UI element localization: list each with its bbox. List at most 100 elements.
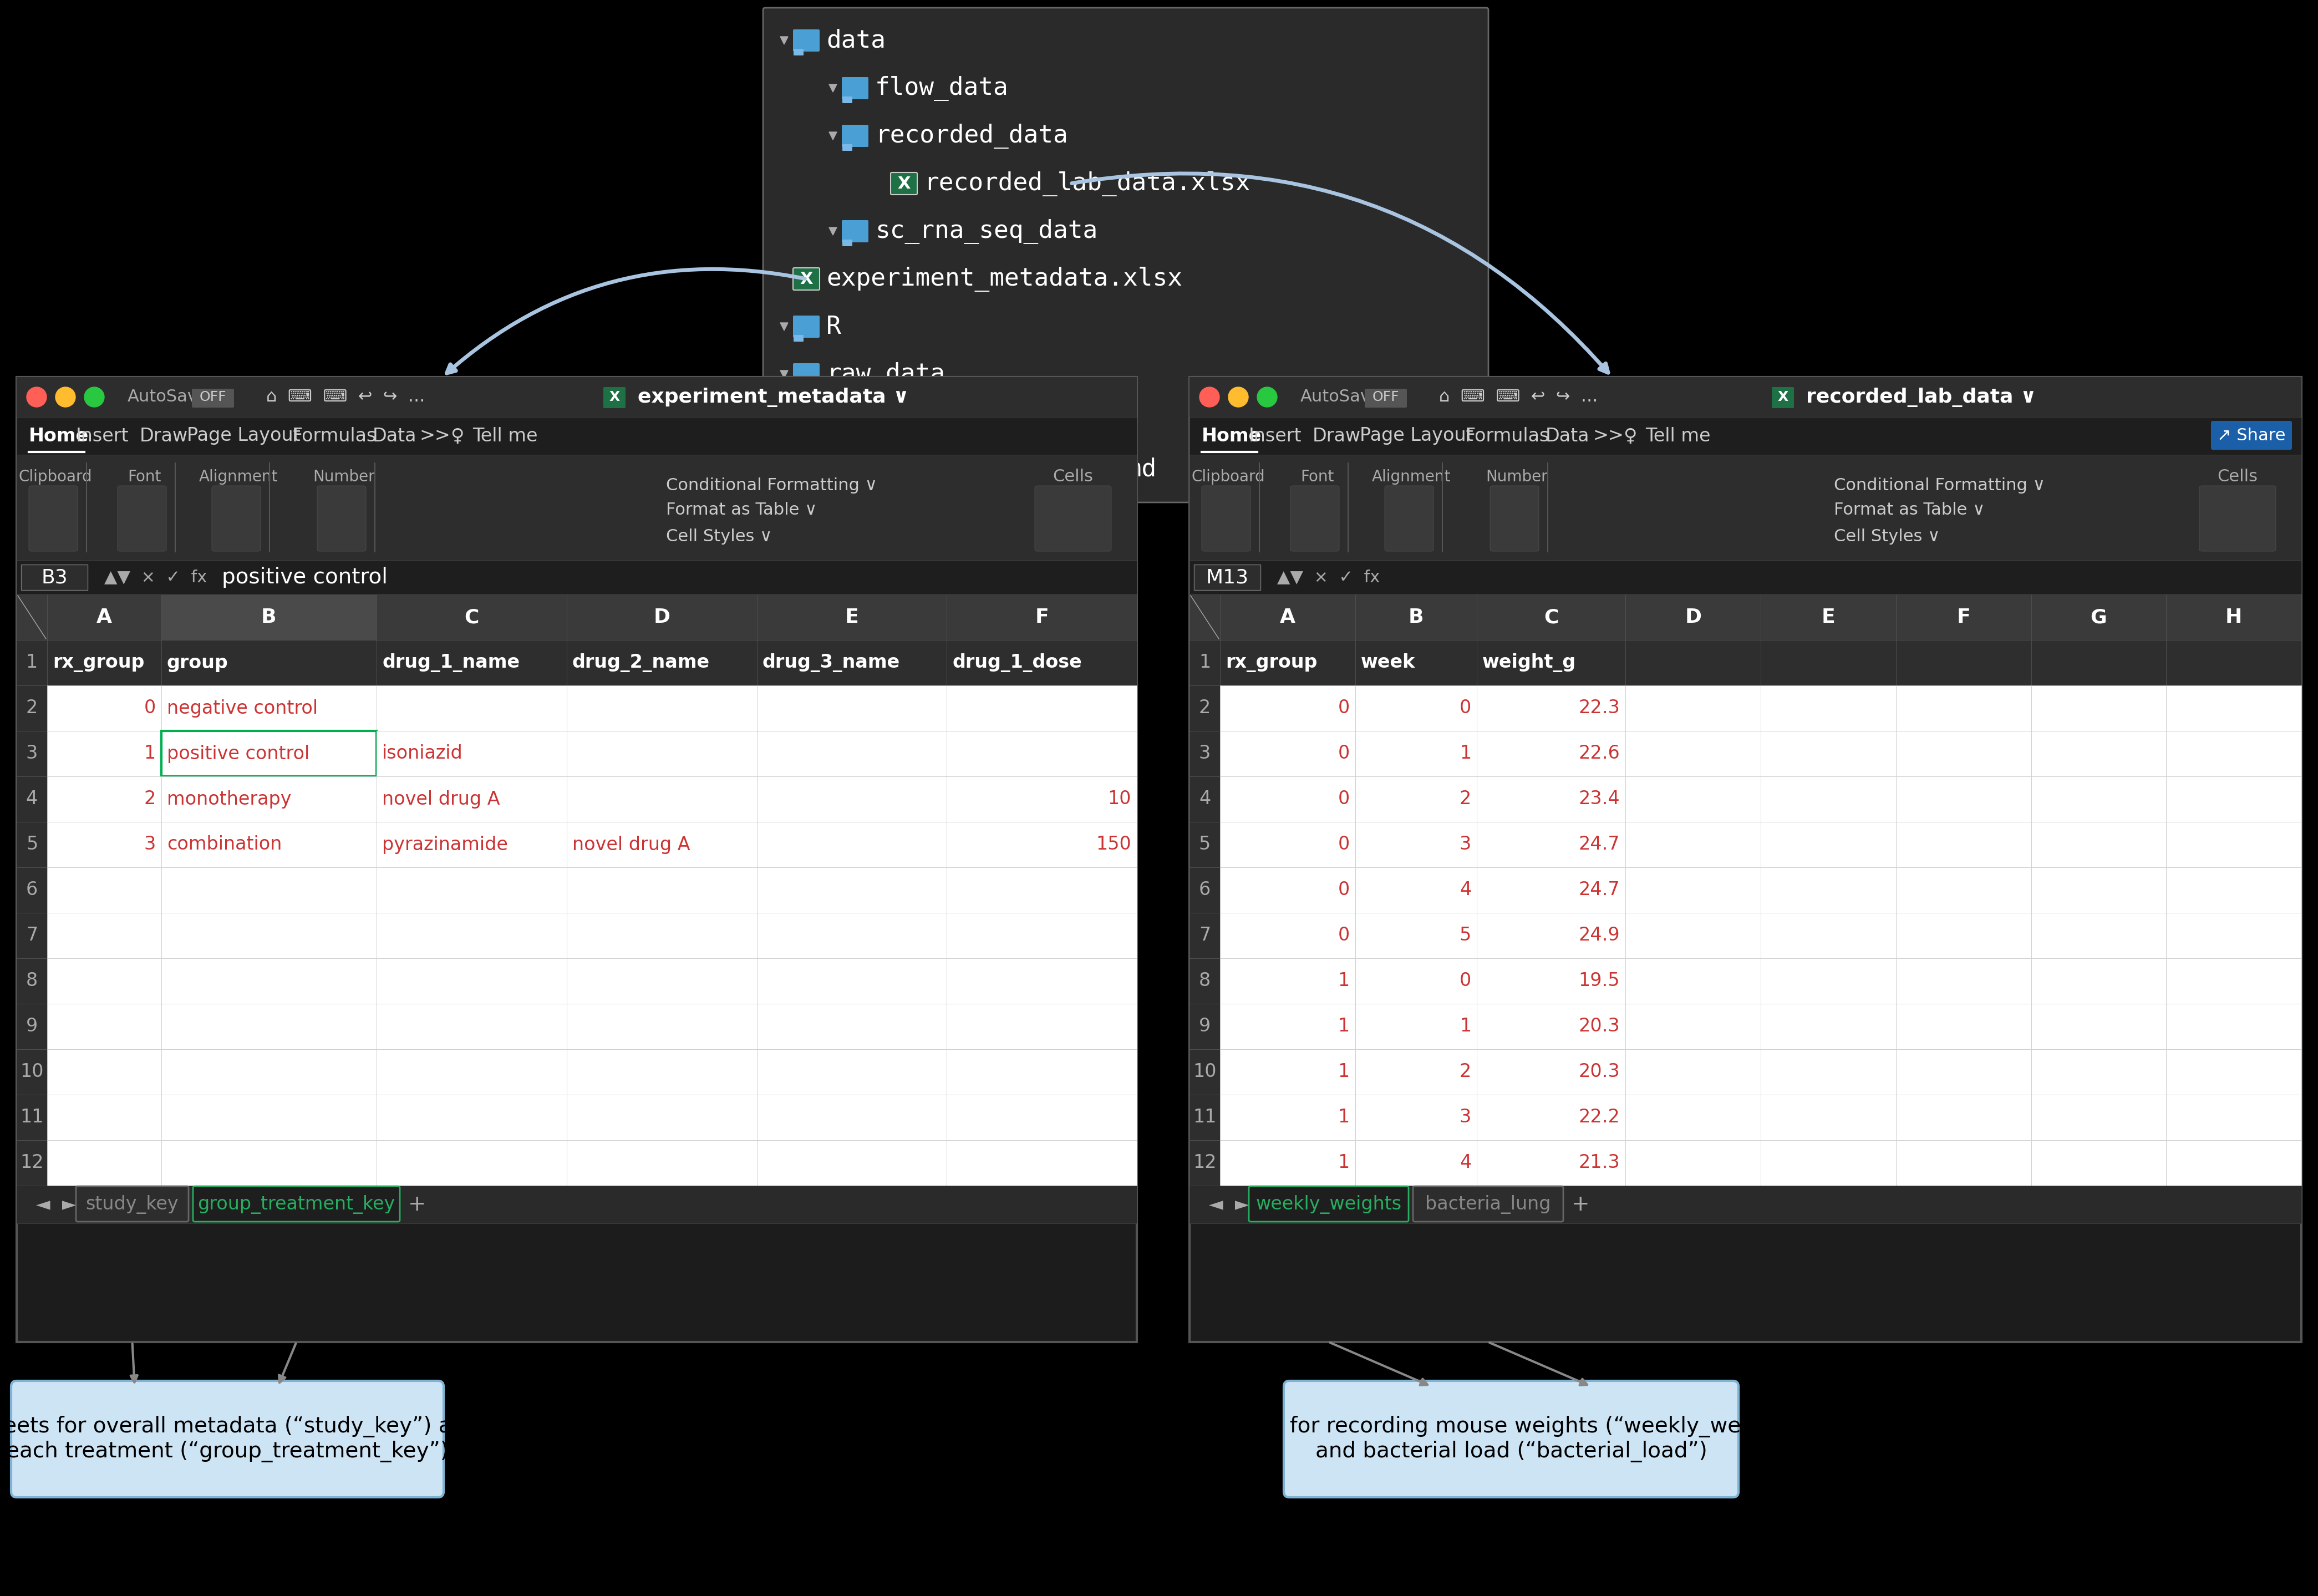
Text: ◄  ►: ◄ ►	[1210, 1195, 1249, 1213]
Text: 1: 1	[144, 744, 155, 763]
FancyBboxPatch shape	[2031, 1140, 2167, 1186]
FancyBboxPatch shape	[1194, 565, 1261, 591]
FancyBboxPatch shape	[16, 417, 1136, 455]
FancyBboxPatch shape	[376, 731, 566, 776]
FancyBboxPatch shape	[16, 685, 46, 731]
FancyBboxPatch shape	[1771, 388, 1794, 409]
FancyBboxPatch shape	[16, 731, 46, 776]
Text: combination: combination	[167, 835, 283, 854]
FancyBboxPatch shape	[1896, 867, 2031, 913]
FancyBboxPatch shape	[2031, 1095, 2167, 1140]
Text: recorded_data: recorded_data	[876, 123, 1069, 148]
Text: 6: 6	[1198, 881, 1210, 899]
FancyBboxPatch shape	[16, 958, 46, 1004]
FancyBboxPatch shape	[2211, 421, 2293, 450]
FancyBboxPatch shape	[1762, 1095, 1896, 1140]
Text: Format as Table ∨: Format as Table ∨	[1834, 503, 1984, 519]
FancyBboxPatch shape	[46, 1004, 162, 1049]
FancyBboxPatch shape	[2167, 1004, 2302, 1049]
Text: F: F	[1956, 608, 1970, 627]
Text: 1: 1	[1460, 1017, 1472, 1036]
FancyBboxPatch shape	[841, 239, 853, 246]
Text: Formulas: Formulas	[1465, 426, 1551, 445]
FancyBboxPatch shape	[162, 594, 376, 640]
FancyBboxPatch shape	[890, 172, 918, 195]
FancyBboxPatch shape	[376, 958, 566, 1004]
FancyBboxPatch shape	[376, 776, 566, 822]
FancyBboxPatch shape	[841, 77, 869, 99]
Text: weight_g: weight_g	[1484, 653, 1576, 672]
Polygon shape	[781, 37, 788, 45]
Text: 4: 4	[1460, 1154, 1472, 1171]
FancyBboxPatch shape	[1356, 1049, 1477, 1095]
FancyBboxPatch shape	[1219, 822, 1356, 867]
Text: Insert: Insert	[1249, 426, 1303, 445]
FancyBboxPatch shape	[2031, 731, 2167, 776]
FancyBboxPatch shape	[1896, 731, 2031, 776]
FancyBboxPatch shape	[16, 1095, 46, 1140]
Text: Font: Font	[1300, 469, 1333, 485]
FancyBboxPatch shape	[1189, 640, 1219, 685]
Text: G: G	[2091, 608, 2107, 627]
FancyBboxPatch shape	[1762, 731, 1896, 776]
Text: novel drug A: novel drug A	[573, 835, 691, 854]
FancyBboxPatch shape	[76, 1186, 188, 1221]
Text: 10: 10	[1194, 1063, 1217, 1080]
Text: 10: 10	[21, 1063, 44, 1080]
Text: >>: >>	[420, 426, 450, 445]
FancyBboxPatch shape	[16, 867, 46, 913]
Text: 10: 10	[1108, 790, 1131, 808]
FancyBboxPatch shape	[162, 1004, 376, 1049]
FancyBboxPatch shape	[1896, 776, 2031, 822]
FancyBboxPatch shape	[1477, 594, 1625, 640]
Text: A: A	[97, 608, 111, 627]
FancyBboxPatch shape	[1896, 913, 2031, 958]
FancyBboxPatch shape	[16, 1186, 1136, 1224]
FancyBboxPatch shape	[211, 485, 260, 551]
FancyBboxPatch shape	[1896, 822, 2031, 867]
Text: 0: 0	[1337, 790, 1349, 808]
Text: B3: B3	[42, 568, 67, 587]
Text: 3: 3	[1460, 1108, 1472, 1127]
FancyBboxPatch shape	[46, 822, 162, 867]
FancyBboxPatch shape	[946, 958, 1136, 1004]
Text: Alignment: Alignment	[1372, 469, 1451, 485]
Text: B: B	[1409, 608, 1423, 627]
FancyBboxPatch shape	[756, 776, 946, 822]
FancyBboxPatch shape	[1477, 685, 1625, 731]
FancyBboxPatch shape	[1762, 913, 1896, 958]
Text: 2: 2	[1198, 699, 1210, 717]
Text: experiment_metadata ∨: experiment_metadata ∨	[637, 388, 909, 407]
FancyBboxPatch shape	[1189, 594, 1219, 640]
Text: 12: 12	[21, 1154, 44, 1171]
Text: ↗ Share: ↗ Share	[2218, 428, 2286, 444]
FancyBboxPatch shape	[1189, 776, 1219, 822]
FancyBboxPatch shape	[756, 958, 946, 1004]
FancyBboxPatch shape	[1477, 822, 1625, 867]
FancyBboxPatch shape	[162, 776, 376, 822]
Text: Formulas: Formulas	[292, 426, 378, 445]
Text: Clipboard: Clipboard	[19, 469, 93, 485]
Text: 4: 4	[25, 790, 37, 808]
FancyBboxPatch shape	[1477, 1004, 1625, 1049]
FancyBboxPatch shape	[1477, 1049, 1625, 1095]
FancyBboxPatch shape	[1477, 958, 1625, 1004]
Text: 1: 1	[1337, 1017, 1349, 1036]
FancyBboxPatch shape	[376, 1140, 566, 1186]
FancyBboxPatch shape	[756, 640, 946, 685]
Text: 7: 7	[25, 926, 37, 945]
Text: pyrazinamide: pyrazinamide	[382, 835, 508, 854]
Text: 6: 6	[25, 881, 37, 899]
FancyBboxPatch shape	[162, 1049, 376, 1095]
Text: 12: 12	[1194, 1154, 1217, 1171]
Text: week: week	[1361, 653, 1416, 672]
FancyBboxPatch shape	[1477, 1140, 1625, 1186]
FancyBboxPatch shape	[1762, 822, 1896, 867]
FancyBboxPatch shape	[1189, 822, 1219, 867]
Text: 20.3: 20.3	[1579, 1017, 1620, 1036]
FancyBboxPatch shape	[756, 1095, 946, 1140]
FancyBboxPatch shape	[2031, 913, 2167, 958]
FancyBboxPatch shape	[16, 913, 46, 958]
FancyBboxPatch shape	[566, 867, 756, 913]
FancyBboxPatch shape	[1490, 485, 1539, 551]
